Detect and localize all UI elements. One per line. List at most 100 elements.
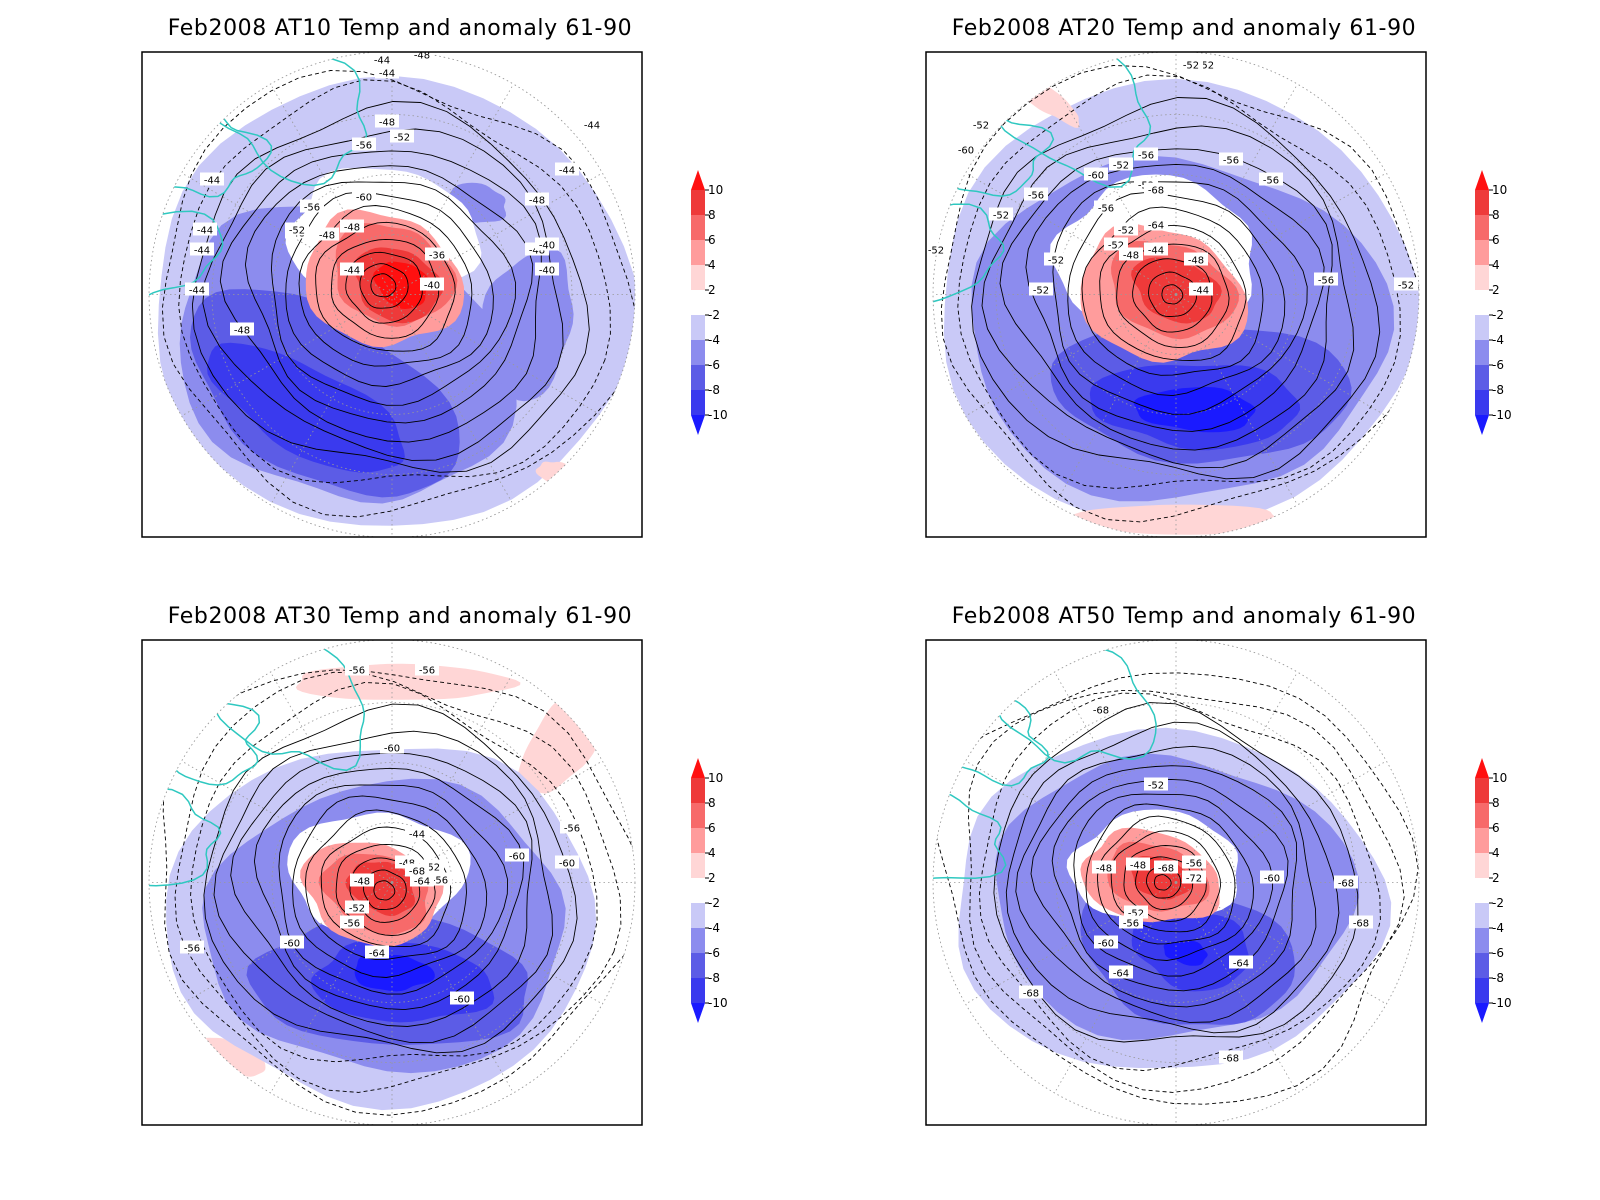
contour-label-text: -44 bbox=[189, 286, 205, 297]
panel-title: Feb2008 AT50 Temp and anomaly 61-90 bbox=[951, 604, 1417, 629]
contour-label: -52 bbox=[1104, 237, 1128, 252]
contour-label-text: -48 bbox=[529, 196, 545, 207]
contour-label-text: -56 bbox=[1123, 919, 1139, 930]
contour-line bbox=[1073, 793, 1274, 977]
contour-label: -52 bbox=[1044, 252, 1068, 267]
contour-label: -56 bbox=[352, 137, 376, 152]
contour-label: -56 bbox=[340, 915, 364, 930]
contour-label-text: -60 bbox=[1098, 939, 1114, 950]
contour-labels: -44 -48 -48 -44 -44 -40 -44 -52 -56 -60 -48 -48 -36 -… bbox=[185, 51, 604, 337]
map-layers bbox=[932, 640, 1420, 1125]
contour-label: -60 bbox=[1260, 870, 1284, 885]
contour-line bbox=[304, 809, 467, 960]
contour-label-text: -44 bbox=[194, 246, 210, 257]
contour-line bbox=[1099, 224, 1247, 361]
contour-label-text: -68 bbox=[1158, 864, 1174, 875]
colorbar-label: -2 bbox=[1492, 308, 1504, 322]
contour-label: -44 bbox=[555, 162, 579, 177]
contour-label: -48 bbox=[1126, 857, 1150, 872]
anomaly-shading bbox=[516, 687, 603, 794]
contour-label: -44 bbox=[190, 242, 214, 257]
polar-map: -52 -52-52-52-56 -56-56-52-52-44-44-48-52-… bbox=[925, 51, 1427, 538]
contour-line bbox=[957, 74, 1401, 489]
contour-label-text: -68 bbox=[409, 867, 425, 878]
map-layers bbox=[148, 640, 636, 1125]
contour-label: -68 bbox=[1154, 860, 1178, 875]
contour-line bbox=[202, 128, 564, 461]
colorbar-label: -4 bbox=[1492, 921, 1504, 935]
contour-label-text: -52 bbox=[349, 904, 365, 915]
contour-label-text: -52 bbox=[1118, 226, 1134, 237]
colorbar-label: 2 bbox=[1492, 283, 1500, 297]
contour-label: -52 bbox=[1124, 905, 1148, 920]
contour-line bbox=[219, 150, 542, 443]
colorbar-label: 2 bbox=[1492, 871, 1500, 885]
contour-line bbox=[244, 165, 534, 424]
contour-label-text: -64 bbox=[1233, 959, 1249, 970]
contour-label-text: -52 bbox=[1398, 281, 1414, 292]
contour-label-text: -60 bbox=[509, 852, 525, 863]
map-layers bbox=[932, 52, 1420, 537]
colorbar-segment bbox=[691, 903, 705, 928]
contour-line bbox=[1030, 765, 1298, 1008]
contour-label-text: -56 bbox=[419, 666, 435, 677]
colorbar-segment bbox=[1475, 828, 1489, 853]
contour-label-text: -68 bbox=[1023, 989, 1039, 1000]
colorbar-segment bbox=[691, 778, 705, 803]
colorbar-label: 4 bbox=[1492, 846, 1500, 860]
contour-label: -44 bbox=[340, 262, 364, 277]
panel-title: Feb2008 AT20 Temp and anomaly 61-90 bbox=[951, 16, 1417, 41]
contour-label-text: -52 bbox=[289, 226, 305, 237]
anomaly-shading bbox=[207, 342, 405, 473]
contour-line bbox=[373, 880, 396, 901]
contour-label: -36 bbox=[425, 247, 449, 262]
contour-label: -60 bbox=[380, 740, 404, 755]
contour-label-text: -48 bbox=[234, 326, 250, 337]
colorbar-segment bbox=[691, 365, 705, 390]
contour-line bbox=[161, 70, 635, 518]
contour-label: -56 bbox=[345, 662, 369, 677]
colorbar-arrow-top bbox=[1475, 170, 1489, 190]
contour-label: -44 bbox=[1144, 242, 1168, 257]
contour-label: -52 bbox=[989, 207, 1013, 222]
contour-label-text: -52 bbox=[1128, 909, 1144, 920]
contour-line bbox=[190, 682, 598, 1063]
colorbar-segment bbox=[1475, 903, 1489, 928]
colorbar-label: -8 bbox=[1492, 383, 1504, 397]
colorbar-label: -8 bbox=[708, 971, 720, 985]
contour-label-text: -60 bbox=[1264, 874, 1280, 885]
map-frame bbox=[141, 639, 643, 1126]
colorbar-label: -4 bbox=[708, 921, 720, 935]
contour-label-text: -52 bbox=[973, 121, 989, 132]
contour-line bbox=[1051, 778, 1289, 992]
contour-line bbox=[1005, 721, 1340, 1034]
contour-label-text: -52 bbox=[1183, 61, 1199, 72]
contour-line bbox=[1116, 243, 1230, 349]
colorbar-arrow-bottom bbox=[1475, 1003, 1489, 1023]
contour-label-text: -64 bbox=[1113, 969, 1129, 980]
contour-label-text: -48 bbox=[414, 51, 430, 62]
contour-label: -56 bbox=[180, 940, 204, 955]
contour-label: -52 bbox=[1179, 57, 1203, 72]
contour-label: -48 bbox=[350, 873, 374, 888]
colorbar-label: 6 bbox=[1492, 821, 1500, 835]
contour-label: -72 bbox=[1182, 870, 1206, 885]
coastline bbox=[149, 787, 222, 887]
colorbar-segment bbox=[691, 240, 705, 265]
contour-label: -44 bbox=[580, 117, 604, 132]
contour-label: -64 bbox=[410, 873, 434, 888]
contour-label-text: -56 bbox=[432, 876, 448, 887]
anomaly-shading bbox=[1133, 387, 1256, 433]
contour-line bbox=[315, 221, 456, 352]
colorbar-label: 10 bbox=[708, 183, 723, 197]
colorbar-arrow-top bbox=[691, 170, 705, 190]
anomaly-shading bbox=[354, 954, 435, 992]
contour-label-text: -52 bbox=[1108, 241, 1124, 252]
colorbar-segment bbox=[691, 315, 705, 340]
colorbar-label: 8 bbox=[708, 796, 716, 810]
contour-label: -44 bbox=[375, 65, 399, 80]
contour-label-text: -60 bbox=[356, 193, 372, 204]
contour-label: -48 bbox=[1092, 860, 1116, 875]
contour-label: -60 bbox=[1094, 935, 1118, 950]
contour-label-text: -68 bbox=[1223, 1054, 1239, 1065]
